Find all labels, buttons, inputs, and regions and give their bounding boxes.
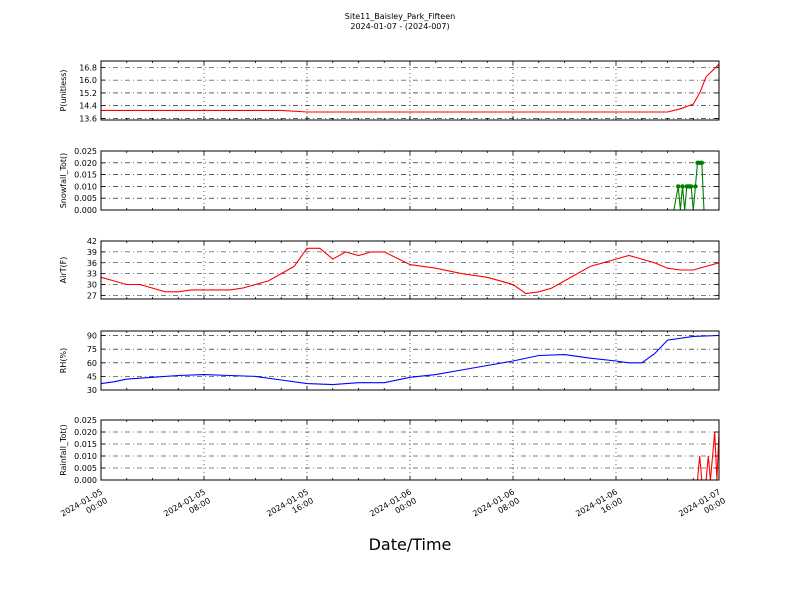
subplot-1: 13.6 14.4 15.2 16.0 16.8 P(unitless) — [59, 60, 720, 123]
y-tick-label: 45 — [87, 372, 97, 381]
y-tick-label: 13.6 — [79, 114, 97, 123]
figure-title-line1: Site11_Baisley_Park_Fifteen — [345, 12, 455, 21]
y-tick-label: 42 — [87, 237, 97, 246]
y-tick-label: 16.0 — [79, 76, 97, 85]
y-axis-label: AirT(F) — [59, 257, 68, 284]
y-tick-label: 0.005 — [74, 464, 97, 473]
axes-frame — [100, 330, 720, 391]
data-point — [699, 160, 705, 165]
axes-frame — [100, 419, 720, 481]
subplot-panels: 13.614.415.216.016.8P(unitless)0.0000.00… — [59, 60, 720, 485]
y-tick-label: 0.020 — [74, 159, 97, 168]
y-tick-label: 36 — [87, 259, 97, 268]
y-tick-label: 39 — [87, 248, 97, 257]
y-tick-label: 0.020 — [74, 428, 97, 437]
y-tick-label: 0.000 — [74, 206, 97, 215]
y-tick-label: 0.000 — [74, 476, 97, 485]
y-tick-label: 0.015 — [74, 171, 97, 180]
y-tick-label: 90 — [87, 332, 97, 341]
y-tick-label: 15.2 — [79, 89, 97, 98]
y-axis-label: Rainfall_Tot() — [59, 424, 68, 476]
y-tick-label: 0.005 — [74, 194, 97, 203]
y-tick-label: 0.025 — [74, 416, 97, 425]
y-tick-label: 75 — [87, 345, 97, 354]
y-tick-label: 30 — [87, 281, 97, 290]
subplot-4: 30 45 60 75 90 RH(%) — [59, 330, 720, 395]
y-axis-label: Snowfall_Tot() — [59, 153, 68, 209]
data-point — [688, 184, 694, 189]
y-tick-label: 0.015 — [74, 440, 97, 449]
subplot-2: 0.000 0.005 0.010 0.015 0.020 0.025 Snowfall_T… — [59, 147, 720, 215]
axes-frame — [100, 60, 720, 121]
data-point — [693, 184, 698, 189]
y-tick-label: 33 — [87, 270, 97, 279]
data-point — [680, 184, 685, 189]
y-tick-label: 60 — [87, 359, 97, 368]
axes-frame — [100, 150, 720, 211]
subplot-5: 0.000 0.005 0.010 0.015 0.020 0.025 Rainfall_T… — [59, 416, 720, 485]
y-tick-label: 0.010 — [74, 182, 97, 191]
series-line — [101, 431, 720, 481]
y-axis-label: RH(%) — [59, 348, 68, 373]
figure-title-line2: 2024-01-07 - (2024-007) — [350, 22, 449, 31]
y-tick-label: 27 — [87, 291, 97, 300]
x-axis-label: Date/Time — [369, 535, 452, 554]
y-tick-label: 14.4 — [79, 102, 97, 111]
series-line — [100, 247, 720, 295]
y-tick-label: 0.025 — [74, 147, 97, 156]
data-point — [676, 184, 681, 189]
y-tick-label: 16.8 — [79, 63, 97, 72]
y-tick-label: 0.010 — [74, 452, 97, 461]
series-line — [100, 334, 720, 386]
y-axis-label: P(unitless) — [59, 69, 68, 111]
y-tick-label: 30 — [87, 386, 97, 395]
axes-frame — [100, 240, 720, 300]
series-line — [101, 63, 720, 113]
